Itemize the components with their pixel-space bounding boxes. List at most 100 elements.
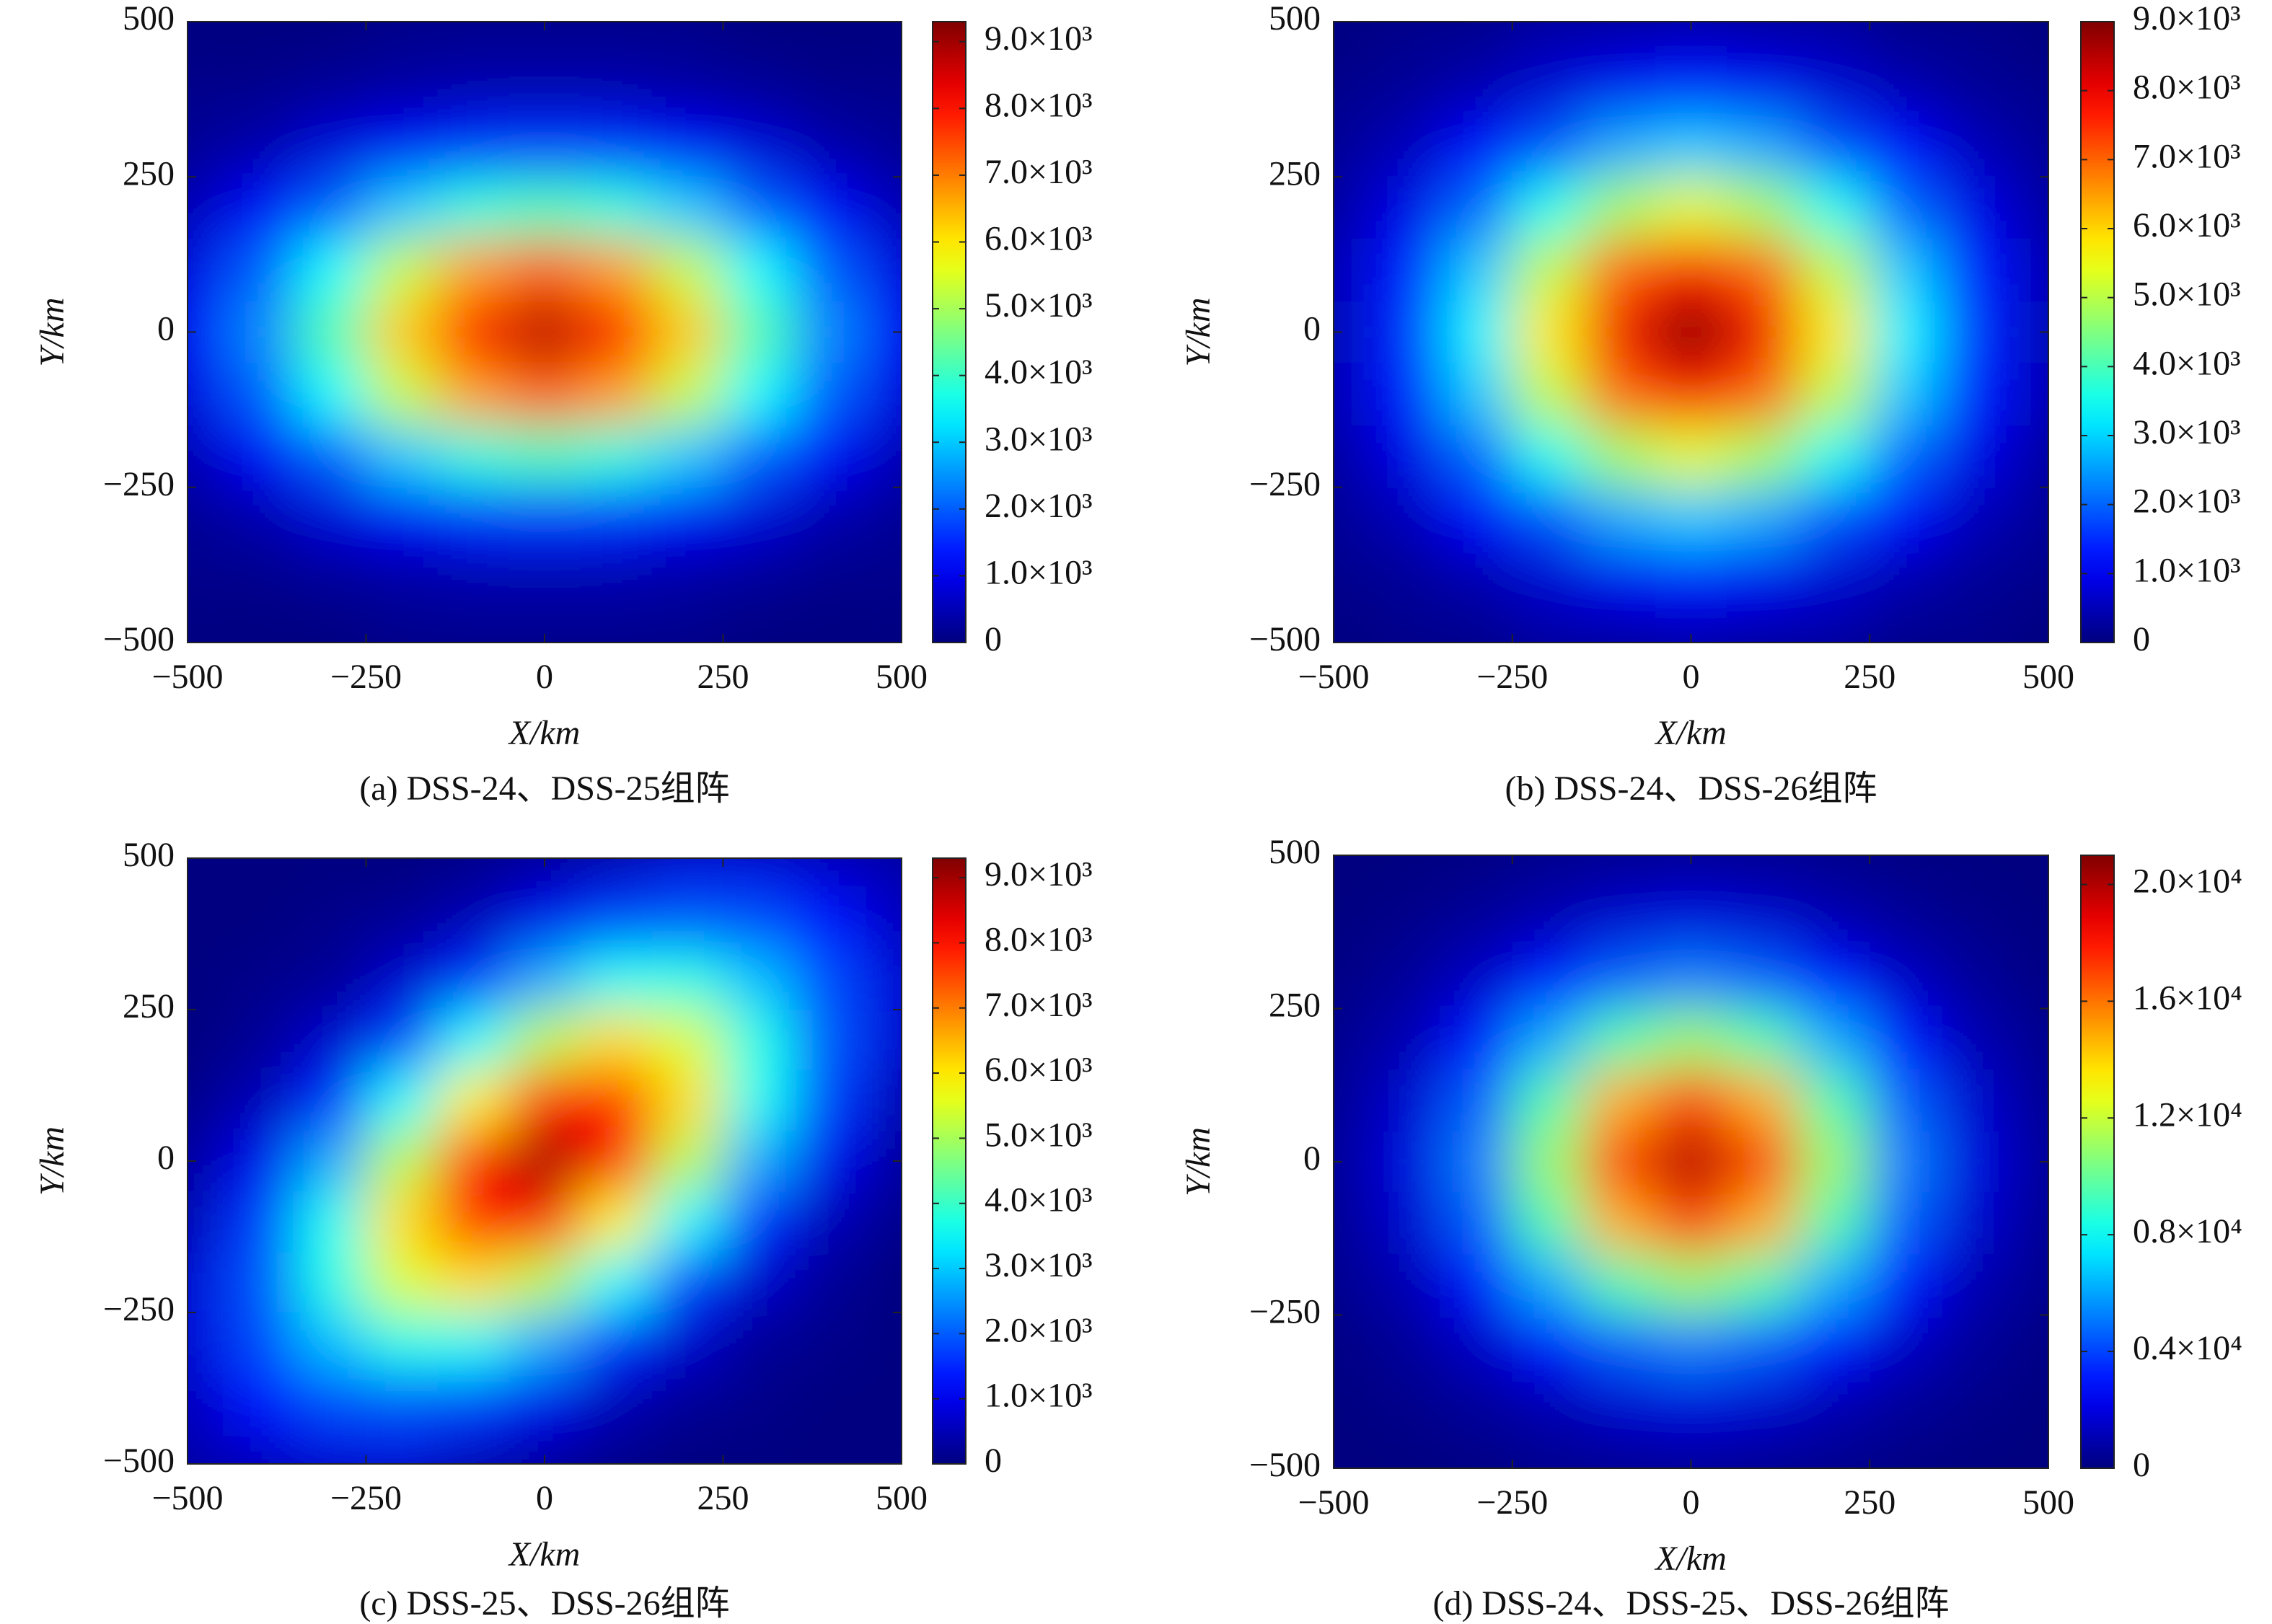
heat-cell: [223, 949, 296, 1010]
heat-cell: [2012, 549, 2048, 612]
heat-cell: [794, 1131, 867, 1192]
heat-cell: [508, 549, 581, 612]
colorbar-tick-label: 1.0×10³: [985, 1377, 1092, 1415]
heat-cell: [1870, 1069, 1942, 1132]
heat-cell: [580, 1131, 653, 1192]
heat-cell: [580, 611, 653, 643]
heat-cell: [223, 53, 296, 116]
heat-cell: [437, 1373, 510, 1434]
heat-cell: [188, 1252, 224, 1313]
x-axis-label: X/km: [508, 714, 581, 752]
heat-cell: [366, 1252, 439, 1313]
heat-cell: [366, 239, 439, 302]
heat-cell: [1655, 1376, 1728, 1439]
heat-cell: [1369, 425, 1442, 488]
heat-cell: [508, 1131, 581, 1192]
heat-cell: [188, 888, 224, 950]
heat-cell: [651, 1434, 724, 1464]
heat-cell: [223, 1070, 296, 1131]
heat-cell: [1512, 1315, 1585, 1377]
heat-cell: [1512, 1008, 1585, 1071]
heat-cell: [866, 1191, 902, 1253]
heat-cell: [437, 177, 510, 240]
heat-cell: [223, 115, 296, 178]
heat-cell: [437, 22, 510, 54]
heat-cell: [2012, 1192, 2048, 1255]
heat-cell: [1512, 1069, 1585, 1132]
colorbar-tick-label: 3.0×10³: [2133, 413, 2240, 451]
heat-cell: [1870, 487, 1942, 550]
heat-cell: [723, 301, 796, 364]
heat-cell: [794, 1252, 867, 1313]
heat-cell: [1583, 1253, 1656, 1316]
heat-cell: [1512, 1192, 1585, 1255]
heat-cell: [1512, 1253, 1585, 1316]
heat-cell: [188, 425, 224, 488]
y-tick-label: 0: [157, 1139, 175, 1177]
heat-cell: [1870, 611, 1942, 643]
heat-cell: [1941, 611, 2014, 643]
heat-cell: [223, 1252, 296, 1313]
heat-cell: [794, 239, 867, 302]
heat-cell: [866, 363, 902, 426]
heat-cell: [1941, 425, 2014, 488]
heat-cell: [366, 949, 439, 1010]
heat-cell: [223, 301, 296, 364]
heat-cell: [2012, 1437, 2048, 1468]
heat-cell: [366, 301, 439, 364]
heat-cell: [1941, 239, 2014, 302]
heat-cell: [1727, 177, 1800, 240]
colorbar-tick-label: 5.0×10³: [2133, 275, 2240, 314]
heat-cell: [580, 239, 653, 302]
heat-cell: [651, 1312, 724, 1374]
heat-cell: [1727, 549, 1800, 612]
heat-cell: [723, 1373, 796, 1434]
y-tick-label: −250: [1249, 465, 1321, 503]
heat-cell: [723, 1131, 796, 1192]
heat-cell: [1583, 549, 1656, 612]
y-tick-label: −250: [103, 1290, 175, 1328]
heat-cell: [866, 1070, 902, 1131]
heat-cell: [1727, 855, 1800, 887]
heat-cell: [1440, 363, 1513, 426]
heat-cell: [651, 1131, 724, 1192]
heat-cell: [580, 363, 653, 426]
heat-cell: [1334, 1069, 1370, 1132]
heat-cell: [580, 858, 653, 889]
heat-cell: [223, 487, 296, 550]
heat-cell: [2012, 611, 2048, 643]
heat-cell: [223, 177, 296, 240]
heat-cell: [188, 611, 224, 643]
heat-cell: [1369, 487, 1442, 550]
heat-cell: [1727, 115, 1800, 178]
heat-cell: [1512, 1131, 1585, 1193]
heat-cell: [1727, 22, 1800, 54]
heat-cell: [1941, 947, 2014, 1010]
heat-cell: [794, 22, 867, 54]
heat-cell: [580, 115, 653, 178]
y-tick-label: 500: [1269, 0, 1321, 37]
x-tick-label: −500: [151, 658, 223, 696]
heat-cell: [1870, 1192, 1942, 1255]
heat-cell: [723, 888, 796, 950]
heat-cell: [366, 1434, 439, 1464]
heat-cell: [1512, 487, 1585, 550]
heat-cell: [223, 1191, 296, 1253]
heat-cell: [723, 1010, 796, 1071]
colorbar-tick-label: 6.0×10³: [985, 220, 1092, 258]
heat-cell: [294, 53, 367, 116]
y-tick-label: 250: [123, 154, 175, 193]
colorbar-tick-label: 2.0×10³: [985, 487, 1092, 525]
y-tick-label: 0: [157, 310, 175, 348]
heat-cell: [723, 177, 796, 240]
heat-cell: [188, 487, 224, 550]
heat-cell: [508, 177, 581, 240]
heat-cell: [1440, 487, 1513, 550]
heat-cell: [794, 363, 867, 426]
heat-cell: [723, 611, 796, 643]
x-tick-label: 0: [1683, 1483, 1700, 1522]
heat-cell: [437, 888, 510, 950]
heat-cell: [223, 239, 296, 302]
x-tick-label: 0: [1683, 658, 1700, 696]
